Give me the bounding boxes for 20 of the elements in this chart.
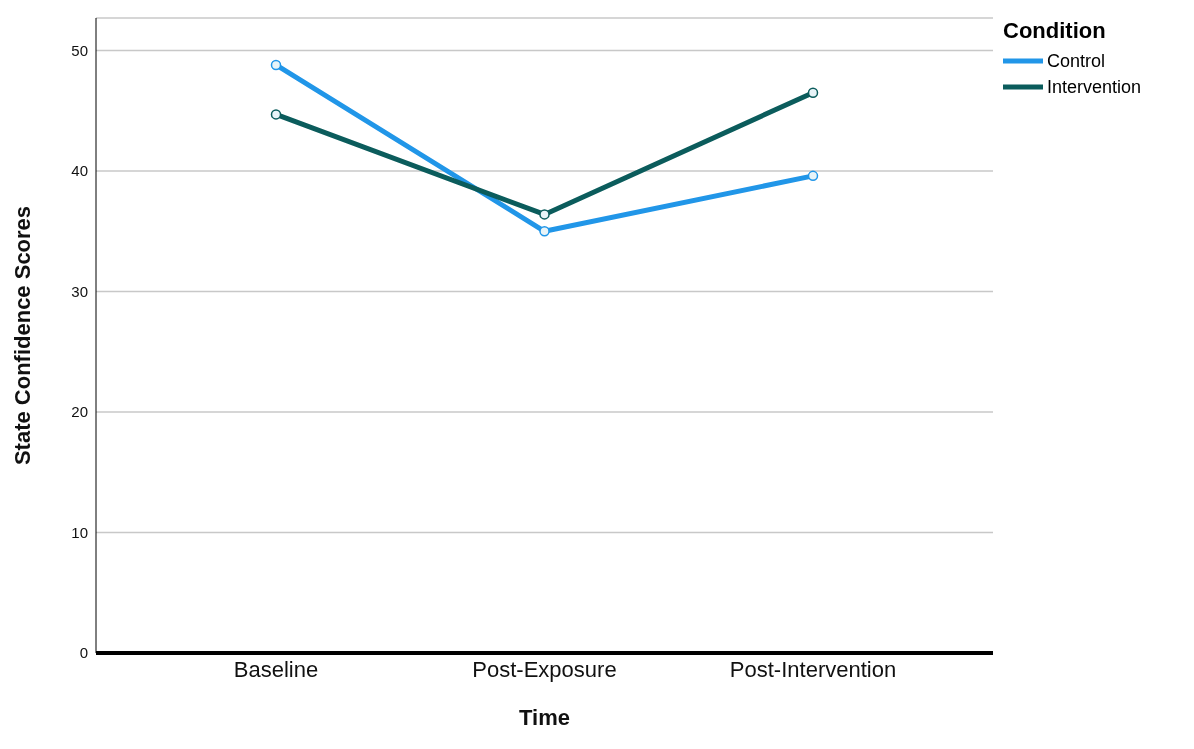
y-axis-title: State Confidence Scores <box>9 205 35 466</box>
x-tick-label: Baseline <box>233 656 319 682</box>
point <box>807 170 819 182</box>
y-tick-label: 20 <box>71 403 88 421</box>
x-axis-title: Time <box>519 705 570 730</box>
y-tick-label: 30 <box>71 282 88 300</box>
y-tick-label: 40 <box>71 162 88 180</box>
point <box>270 59 282 71</box>
legend-label: Intervention <box>1047 76 1142 98</box>
y-tick-label: 50 <box>71 41 88 59</box>
point <box>539 226 550 237</box>
point <box>539 209 550 220</box>
x-tick-label: Post-Intervention <box>729 656 897 682</box>
y-tick-label: 10 <box>71 523 88 541</box>
point <box>270 109 282 120</box>
y-tick-label: 0 <box>79 644 88 662</box>
legend-label: Control <box>1047 50 1106 72</box>
x-tick-label: Post-Exposure <box>472 656 617 682</box>
point <box>807 87 819 98</box>
legend-title: Condition <box>1003 18 1107 44</box>
